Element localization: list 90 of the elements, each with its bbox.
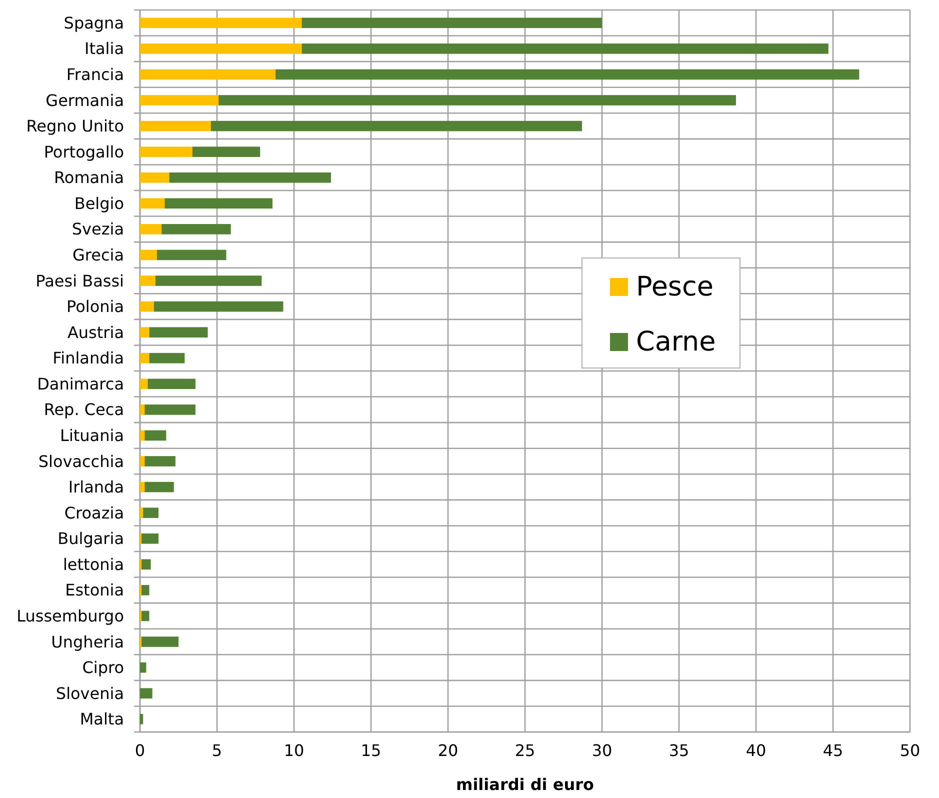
y-tick-label: Regno Unito: [26, 116, 124, 136]
bar: [192, 146, 260, 157]
y-tick-label: lettonia: [62, 554, 124, 574]
bar: [140, 404, 145, 415]
x-tick-label: 30: [592, 741, 612, 760]
bar: [142, 610, 150, 622]
bar: [154, 301, 284, 312]
bar: [142, 585, 150, 596]
legend-label: Carne: [636, 326, 716, 358]
bar: [155, 276, 262, 286]
bar: [144, 482, 174, 492]
bar: [140, 662, 146, 673]
bar: [142, 559, 151, 570]
bar: [302, 18, 602, 28]
y-tick-label: Irlanda: [68, 478, 124, 497]
bar: [140, 276, 156, 286]
bar: [162, 224, 231, 234]
bar: [140, 250, 157, 260]
y-tick-label: Paesi Bassi: [36, 271, 124, 290]
bar: [140, 508, 144, 518]
y-tick-label: Romania: [54, 168, 124, 188]
y-tick-label: Bulgaria: [58, 529, 124, 548]
y-tick-label: Svezia: [72, 220, 124, 239]
bar: [148, 378, 196, 390]
x-axis-title: miliardi di euro: [456, 775, 594, 794]
x-tick-label: 5: [212, 741, 222, 760]
y-tick-label: Portogallo: [44, 142, 124, 162]
y-tick-label: Finlandia: [52, 348, 124, 368]
legend-label: Pesce: [636, 272, 714, 302]
y-tick-label: Malta: [80, 710, 124, 729]
bar: [140, 301, 154, 312]
bar: [276, 69, 860, 80]
y-tick-label: Polonia: [66, 297, 124, 316]
bar: [149, 352, 185, 364]
y-tick-label: Spagna: [64, 13, 124, 32]
bar: [140, 224, 162, 234]
y-tick-label: Francia: [66, 64, 124, 84]
x-tick-label: 20: [438, 741, 458, 760]
bar: [140, 18, 302, 28]
bar: [218, 95, 736, 106]
x-tick-label: 45: [822, 741, 844, 760]
x-tick-label: 15: [360, 741, 382, 760]
bar: [140, 327, 150, 338]
bar: [210, 120, 582, 132]
bar: [140, 688, 152, 698]
y-tick-label: Slovenia: [56, 684, 124, 703]
y-tick-label: Croazia: [64, 503, 124, 522]
bar: [142, 636, 178, 647]
y-tick-label: Italia: [84, 39, 124, 58]
bar: [140, 95, 219, 106]
y-tick-label: Danimarca: [37, 374, 124, 394]
bar: [164, 198, 272, 209]
bar: [144, 456, 176, 466]
y-tick-label: Belgio: [74, 194, 124, 213]
bar: [149, 327, 208, 338]
bar: [143, 508, 158, 518]
y-tick-label: Ungheria: [51, 632, 124, 652]
y-tick-label: Germania: [46, 90, 124, 110]
y-tick-label: Slovacchia: [38, 452, 124, 471]
bar: [140, 714, 144, 724]
bar: [140, 69, 276, 80]
bar: [140, 146, 192, 157]
y-tick-label: Grecia: [72, 245, 124, 264]
bar: [140, 378, 148, 390]
bar: [140, 44, 302, 54]
x-tick-label: 10: [284, 741, 304, 760]
bar: [140, 198, 165, 209]
bar: [140, 456, 145, 466]
x-tick-label: 25: [514, 741, 536, 760]
y-tick-label: Rep. Ceca: [44, 400, 124, 420]
y-tick-label: Cipro: [82, 658, 124, 678]
bar: [144, 404, 196, 415]
y-tick-label: Lituania: [60, 426, 124, 445]
bar: [140, 120, 211, 132]
bar: [144, 430, 166, 441]
bar: [140, 430, 145, 441]
bar: [169, 172, 331, 183]
x-tick-label: 35: [668, 741, 690, 760]
bar: [302, 44, 828, 54]
bar: [140, 352, 150, 364]
bar: [140, 482, 145, 492]
y-tick-label: Austria: [67, 322, 124, 342]
x-tick-label: 0: [134, 741, 146, 760]
bar: [156, 250, 226, 260]
y-tick-label: Lussemburgo: [16, 606, 124, 626]
y-tick-label: Estonia: [65, 580, 124, 600]
bar: [140, 172, 170, 183]
x-tick-label: 40: [746, 741, 766, 760]
bar: [142, 533, 158, 544]
x-tick-label: 50: [900, 741, 920, 760]
